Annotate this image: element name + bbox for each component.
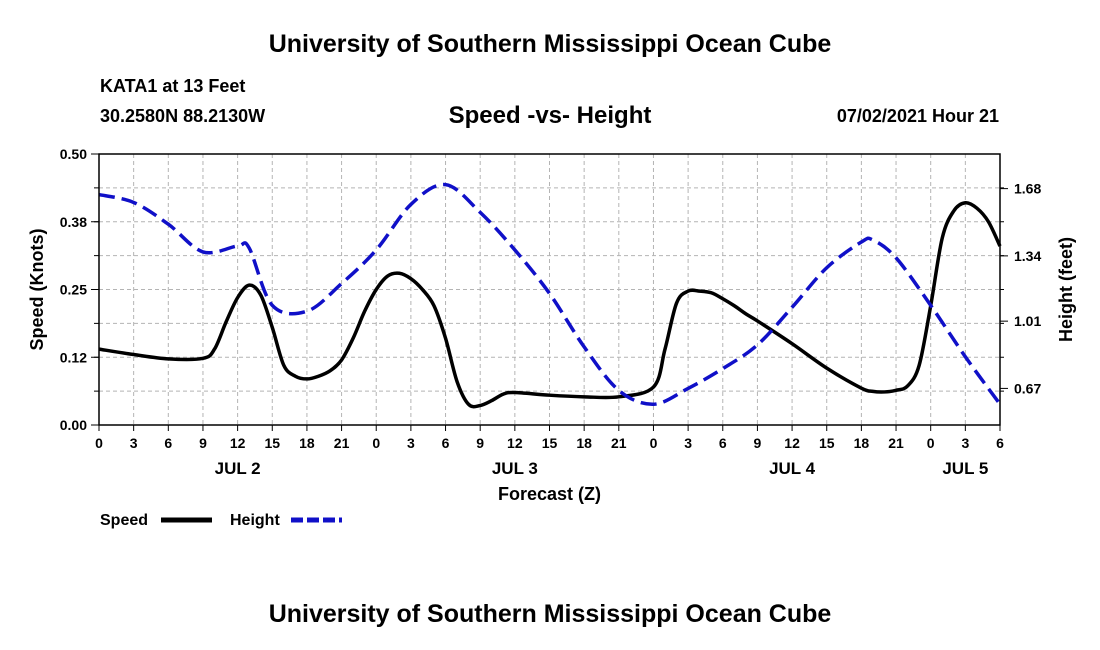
labels-layer: 0 3 6 9 12 15 18 21 0 3 6 9 12 15 18 21 0 3 6 9 12 15 18 21 0 3 6 0…	[27, 146, 1076, 504]
x-tick-label: 0	[927, 435, 935, 451]
legend: Speed Height	[100, 512, 342, 529]
y-right-tick-label: 1.34	[1014, 248, 1041, 264]
x-tick-label: 12	[507, 435, 523, 451]
x-tick-label: 18	[576, 435, 592, 451]
x-tick-label: 0	[95, 435, 103, 451]
x-tick-label: 12	[784, 435, 800, 451]
y-left-tick-label: 0.12	[60, 349, 87, 365]
x-tick-label: 9	[476, 435, 484, 451]
series-layer	[98, 182, 1002, 409]
coords-label: 30.2580N 88.2130W	[100, 106, 266, 126]
chart-subtitle: Speed -vs- Height	[448, 102, 652, 129]
x-tick-label: 6	[442, 435, 450, 451]
height-series-line	[98, 182, 1002, 406]
x-axis-title: Forecast (Z)	[498, 484, 601, 504]
y-right-tick-label: 1.68	[1014, 181, 1041, 197]
x-tick-label: 6	[164, 435, 172, 451]
x-tick-label: 15	[819, 435, 835, 451]
x-tick-label: 3	[407, 435, 415, 451]
x-tick-label: 15	[542, 435, 558, 451]
x-tick-label: 18	[299, 435, 315, 451]
datetime-label: 07/02/2021 Hour 21	[836, 106, 999, 126]
x-tick-label: 18	[854, 435, 870, 451]
plot-frame	[98, 153, 1001, 426]
bottom-title: University of Southern Mississippi Ocean…	[268, 600, 832, 628]
grid-layer	[99, 154, 1000, 425]
y-right-axis-title: Height (feet)	[1056, 237, 1076, 342]
top-title: University of Southern Mississippi Ocean…	[268, 30, 832, 58]
station-label: KATA1 at 13 Feet	[100, 76, 246, 96]
x-tick-label: 15	[264, 435, 280, 451]
y-left-tick-label: 0.00	[60, 417, 87, 433]
x-tick-label: 9	[199, 435, 207, 451]
y-right-tick-label: 1.01	[1014, 313, 1041, 329]
y-left-tick-label: 0.25	[60, 282, 87, 298]
x-tick-label: 3	[130, 435, 138, 451]
x-tick-label: 9	[754, 435, 762, 451]
x-tick-label: 12	[230, 435, 246, 451]
x-tick-label: 6	[719, 435, 727, 451]
x-tick-label: 0	[372, 435, 380, 451]
y-left-tick-label: 0.50	[60, 146, 87, 162]
x-tick-label: 0	[650, 435, 658, 451]
date-label: JUL 3	[492, 459, 538, 478]
speed-series-line	[98, 201, 1002, 409]
legend-label-speed: Speed	[100, 512, 148, 529]
legend-label-height: Height	[230, 512, 280, 529]
x-tick-label: 21	[611, 435, 627, 451]
date-label: JUL 5	[942, 459, 988, 478]
x-tick-label: 3	[684, 435, 692, 451]
y-left-tick-label: 0.38	[60, 214, 87, 230]
date-label: JUL 4	[769, 459, 816, 478]
date-label: JUL 2	[215, 459, 261, 478]
x-tick-label: 3	[961, 435, 969, 451]
x-tick-label: 21	[888, 435, 904, 451]
y-left-axis-title: Speed (Knots)	[27, 228, 47, 350]
y-right-tick-label: 0.67	[1014, 380, 1041, 396]
x-tick-label: 6	[996, 435, 1004, 451]
axes-layer	[91, 153, 1008, 431]
x-tick-label: 21	[334, 435, 350, 451]
